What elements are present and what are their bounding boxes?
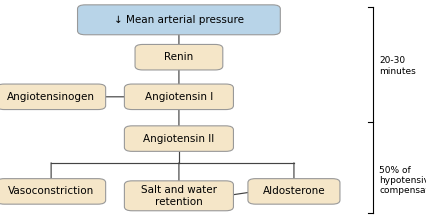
Text: Angiotensin II: Angiotensin II <box>143 134 215 144</box>
Text: Angiotensin I: Angiotensin I <box>145 92 213 102</box>
Text: Aldosterone: Aldosterone <box>262 186 325 196</box>
FancyBboxPatch shape <box>124 181 233 211</box>
FancyBboxPatch shape <box>124 84 233 110</box>
Text: Salt and water
retention: Salt and water retention <box>141 185 217 207</box>
FancyBboxPatch shape <box>78 5 280 35</box>
Text: Angiotensinogen: Angiotensinogen <box>7 92 95 102</box>
FancyBboxPatch shape <box>135 44 223 70</box>
Text: Renin: Renin <box>164 52 193 62</box>
Text: Vasoconstriction: Vasoconstriction <box>8 186 94 196</box>
FancyBboxPatch shape <box>124 126 233 151</box>
FancyBboxPatch shape <box>0 179 106 204</box>
Text: ↓ Mean arterial pressure: ↓ Mean arterial pressure <box>114 15 244 25</box>
FancyBboxPatch shape <box>0 84 106 110</box>
Text: 20-30
minutes: 20-30 minutes <box>379 56 416 76</box>
FancyBboxPatch shape <box>248 179 340 204</box>
Text: 50% of
hypotensive
compensation: 50% of hypotensive compensation <box>379 165 426 195</box>
